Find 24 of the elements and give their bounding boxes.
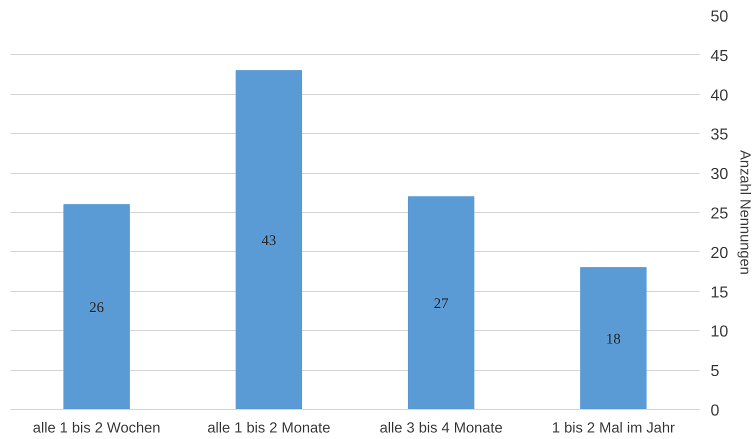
bar bbox=[236, 70, 302, 410]
y-tick-label: 0 bbox=[710, 402, 720, 420]
bar bbox=[580, 267, 647, 410]
data-label: 26 bbox=[89, 300, 104, 316]
y-tick-label: 10 bbox=[710, 324, 728, 341]
y-tick-label: 30 bbox=[710, 166, 728, 184]
y-tick-label: 25 bbox=[710, 206, 728, 222]
x-tick-label: alle 1 bis 2 Wochen bbox=[32, 420, 160, 436]
y-axis-title: Anzahl Nennungen bbox=[736, 150, 752, 275]
data-label: 43 bbox=[262, 233, 276, 250]
data-label: 27 bbox=[434, 296, 448, 312]
y-tick-label: 5 bbox=[710, 363, 720, 380]
bar bbox=[408, 196, 474, 410]
y-tick-label: 40 bbox=[710, 87, 728, 104]
data-label: 18 bbox=[606, 332, 621, 348]
y-tick-label: 45 bbox=[710, 48, 728, 65]
y-tick-label: 35 bbox=[710, 126, 728, 144]
x-tick-label: 1 bis 2 Mal im Jahr bbox=[552, 420, 675, 436]
x-tick-label: alle 3 bis 4 Monate bbox=[380, 420, 503, 436]
y-tick-label: 50 bbox=[710, 8, 728, 26]
x-tick-label: alle 1 bis 2 Monate bbox=[207, 420, 330, 436]
bar bbox=[63, 204, 130, 410]
y-tick-label: 15 bbox=[710, 284, 728, 302]
y-tick-label: 20 bbox=[710, 244, 728, 262]
